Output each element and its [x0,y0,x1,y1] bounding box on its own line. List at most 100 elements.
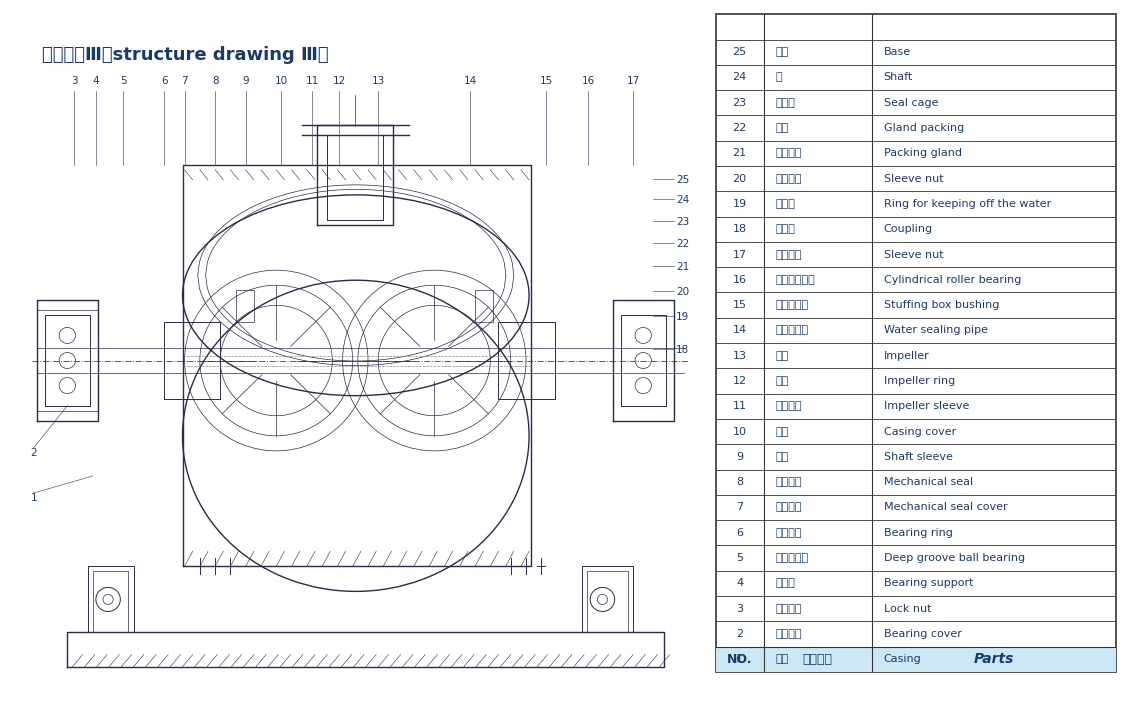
Text: 6: 6 [736,528,743,538]
Text: 17: 17 [627,77,640,87]
Text: 机械密封: 机械密封 [775,477,802,487]
Text: Impeller: Impeller [884,351,930,360]
Text: 轴承压盖: 轴承压盖 [775,629,802,639]
Text: 21: 21 [733,149,747,159]
Text: Mechanical seal: Mechanical seal [884,477,973,487]
Text: 口环: 口环 [775,376,789,386]
Text: 3: 3 [736,604,743,614]
Text: 24: 24 [733,73,747,82]
Text: 24: 24 [676,195,689,205]
Text: 8: 8 [736,477,743,487]
Text: 5: 5 [736,553,743,563]
Text: Sleeve nut: Sleeve nut [884,250,943,260]
Text: Parts: Parts [974,652,1014,666]
Text: 填料函衬套: 填料函衬套 [775,300,809,310]
Text: 机封压盖: 机封压盖 [775,503,802,513]
Text: Base: Base [884,47,911,57]
Text: 13: 13 [733,351,747,360]
Text: 结构形式Ⅲ（structure drawing Ⅲ）: 结构形式Ⅲ（structure drawing Ⅲ） [42,46,328,64]
Text: 18: 18 [733,224,747,234]
Text: 5: 5 [121,77,126,87]
Text: 23: 23 [733,97,747,108]
Text: 叶轮挡套: 叶轮挡套 [775,401,802,411]
Text: 4: 4 [736,578,743,589]
Text: Casing cover: Casing cover [884,427,956,437]
Text: 填料压盖: 填料压盖 [775,149,802,159]
Text: 泵盖: 泵盖 [775,427,789,437]
Text: 圆柱滚子轴承: 圆柱滚子轴承 [775,275,816,285]
Text: Bearing support: Bearing support [884,578,974,589]
Text: 1: 1 [30,493,37,503]
Text: Lock nut: Lock nut [884,604,931,614]
Text: Gland packing: Gland packing [884,123,964,133]
Text: Bearing cover: Bearing cover [884,629,961,639]
Text: Coupling: Coupling [884,224,933,234]
Text: 深沟球轴承: 深沟球轴承 [775,553,809,563]
Text: 轴套: 轴套 [775,452,789,462]
Text: Ring for keeping off the water: Ring for keeping off the water [884,199,1051,209]
Text: 泵体: 泵体 [775,654,789,664]
Text: 25: 25 [676,175,689,185]
Text: Sleeve nut: Sleeve nut [884,173,943,183]
Text: 22: 22 [676,239,689,249]
Text: 零件名称: 零件名称 [802,653,833,665]
Text: 21: 21 [676,262,689,272]
Text: 4: 4 [92,77,99,87]
Text: Cylindrical roller bearing: Cylindrical roller bearing [884,275,1021,285]
Text: Mechanical seal cover: Mechanical seal cover [884,503,1008,513]
Text: 8: 8 [212,77,219,87]
Text: 14: 14 [733,326,747,336]
Text: 底座: 底座 [775,47,789,57]
Text: 11: 11 [305,77,319,87]
Text: 1: 1 [736,654,743,664]
Text: 叶轮: 叶轮 [775,351,789,360]
Text: Impeller ring: Impeller ring [884,376,955,386]
Text: 填料: 填料 [775,123,789,133]
Text: 11: 11 [733,401,747,411]
Bar [716,646,1116,672]
Text: 22: 22 [733,123,747,133]
Text: Water sealing pipe: Water sealing pipe [884,326,987,336]
Text: Stuffing box bushing: Stuffing box bushing [884,300,999,310]
Text: NO.: NO. [727,653,753,665]
Text: 填料环: 填料环 [775,97,796,108]
Text: 2: 2 [30,448,37,458]
Text: 12: 12 [733,376,747,386]
Text: Shaft sleeve: Shaft sleeve [884,452,952,462]
Text: 10: 10 [275,77,287,87]
Text: 2: 2 [736,629,743,639]
Text: 7: 7 [736,503,743,513]
Text: 16: 16 [582,77,595,87]
Text: 19: 19 [676,312,689,322]
Text: 15: 15 [540,77,553,87]
Text: 25: 25 [733,47,747,57]
Text: 13: 13 [372,77,384,87]
Text: 15: 15 [733,300,747,310]
Text: 锁紧螺母: 锁紧螺母 [775,604,802,614]
Text: Deep groove ball bearing: Deep groove ball bearing [884,553,1024,563]
Text: 9: 9 [242,77,249,87]
Text: 10: 10 [733,427,747,437]
Text: 7: 7 [181,77,188,87]
Text: 14: 14 [463,77,477,87]
Text: 19: 19 [733,199,747,209]
Text: 轴承压环: 轴承压环 [775,528,802,538]
Text: 轴套螺母: 轴套螺母 [775,173,802,183]
Text: Impeller sleeve: Impeller sleeve [884,401,969,411]
Text: 9: 9 [736,452,743,462]
Text: Shaft: Shaft [884,73,913,82]
Text: Packing gland: Packing gland [884,149,961,159]
Text: Bearing ring: Bearing ring [884,528,952,538]
Text: 20: 20 [733,173,747,183]
Text: 12: 12 [332,77,346,87]
Text: 轴承体: 轴承体 [775,578,796,589]
Text: Seal cage: Seal cage [884,97,938,108]
Text: 联轴器: 联轴器 [775,224,796,234]
Text: 水封管部件: 水封管部件 [775,326,809,336]
Text: 挡水圈: 挡水圈 [775,199,796,209]
Text: 17: 17 [733,250,747,260]
Text: 16: 16 [733,275,747,285]
Text: 20: 20 [676,287,689,297]
Text: 轴: 轴 [775,73,782,82]
Text: 6: 6 [161,77,168,87]
